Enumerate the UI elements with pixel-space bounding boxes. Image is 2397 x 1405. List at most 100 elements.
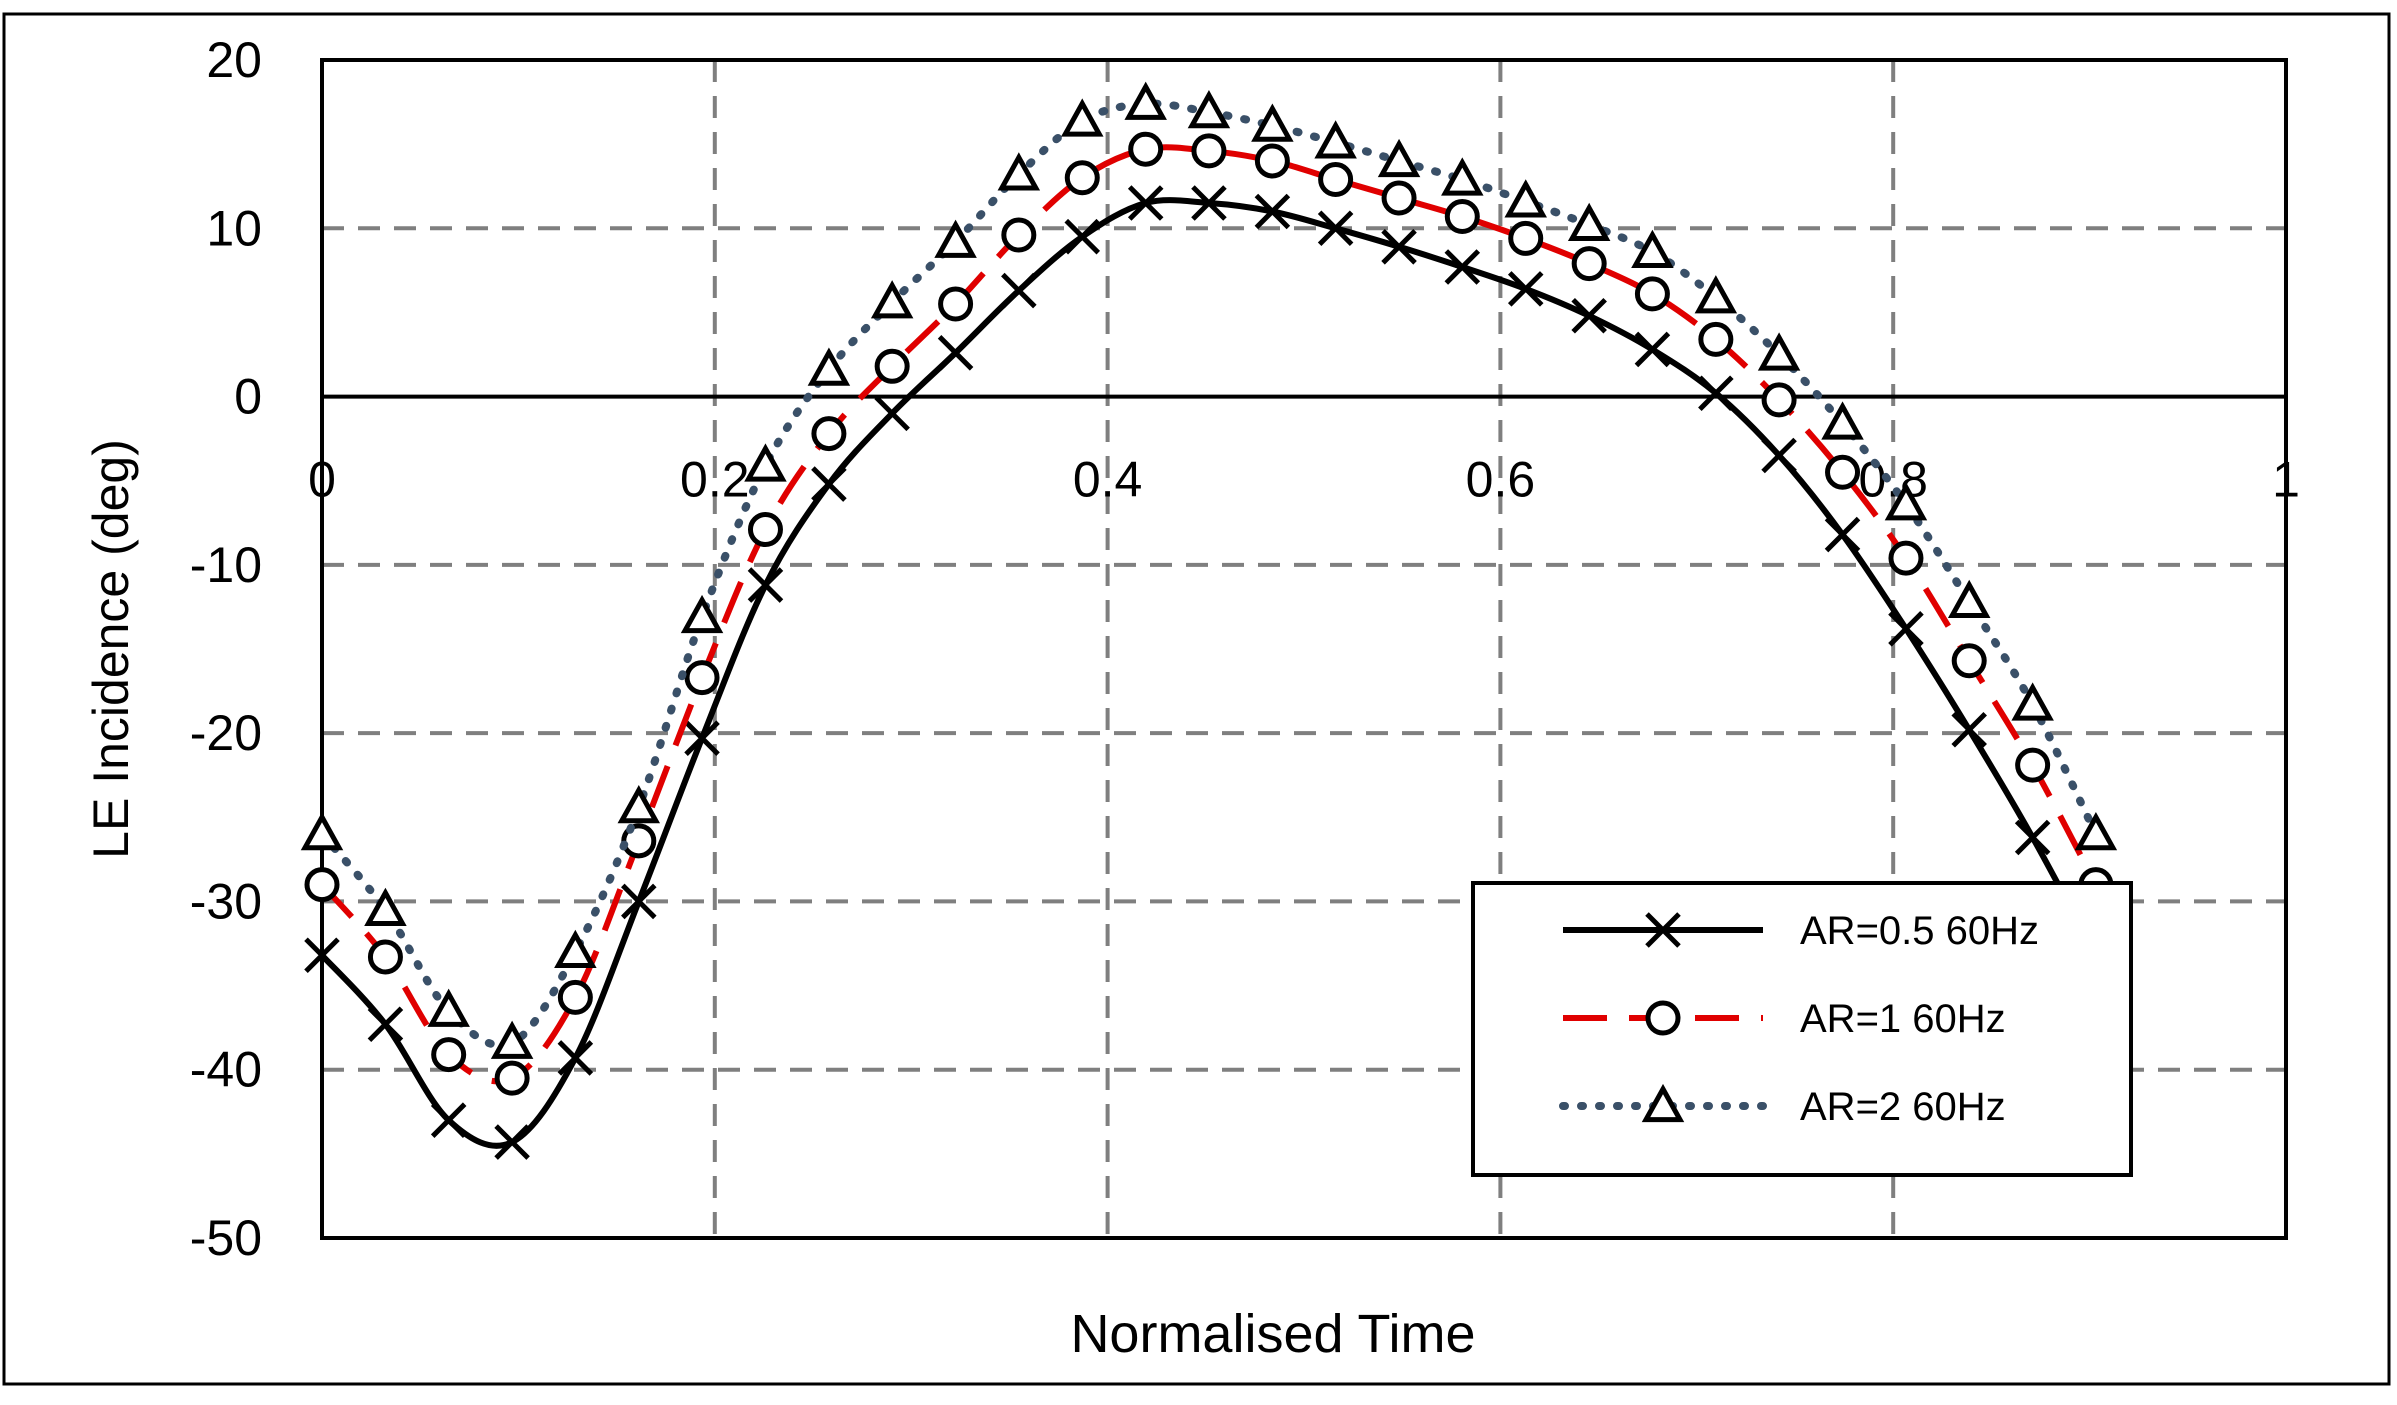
data-point bbox=[747, 512, 783, 548]
legend-marker bbox=[1645, 1000, 1681, 1036]
series-1 bbox=[304, 185, 2114, 1160]
data-point bbox=[874, 395, 910, 432]
data-point bbox=[1884, 482, 1928, 521]
data-point bbox=[1571, 246, 1607, 282]
data-point bbox=[1634, 331, 1671, 368]
data-point bbox=[807, 347, 851, 386]
legend-entry-1: AR=0.5 60Hz bbox=[1563, 909, 2039, 953]
data-point bbox=[1507, 271, 1544, 307]
data-point bbox=[304, 937, 340, 974]
data-point bbox=[1571, 298, 1607, 334]
x-tick-label: 0 bbox=[308, 452, 336, 508]
legend: AR=0.5 60Hz AR=1 60Hz AR=2 60Hz bbox=[1471, 881, 2133, 1177]
data-point bbox=[811, 466, 847, 502]
marker-stroke bbox=[2014, 819, 2051, 856]
marker-stroke bbox=[1381, 229, 1417, 265]
data-point bbox=[431, 1037, 467, 1073]
data-point bbox=[1821, 401, 1864, 440]
marker-stroke bbox=[1001, 272, 1037, 309]
data-point bbox=[1187, 90, 1231, 129]
y-tick-label: -10 bbox=[190, 537, 262, 593]
data-point bbox=[680, 594, 724, 634]
marker-stroke bbox=[621, 883, 657, 920]
x-tick-label: 0.6 bbox=[1466, 452, 1536, 508]
marker-stroke bbox=[1444, 249, 1481, 285]
data-point bbox=[1001, 272, 1037, 309]
marker-stroke bbox=[1645, 912, 1681, 948]
data-point bbox=[554, 929, 597, 969]
data-point bbox=[937, 335, 974, 371]
data-point bbox=[1444, 249, 1481, 285]
marker-stroke bbox=[430, 1102, 467, 1138]
data-point bbox=[934, 219, 977, 258]
data-point bbox=[2014, 819, 2051, 856]
data-point bbox=[1441, 157, 1484, 196]
series bbox=[300, 81, 2118, 1160]
data-point bbox=[1254, 143, 1290, 179]
marker-stroke bbox=[494, 1124, 530, 1160]
data-point bbox=[1377, 138, 1421, 178]
data-point bbox=[621, 883, 657, 920]
data-point bbox=[1567, 202, 1611, 242]
data-point bbox=[1317, 210, 1354, 247]
series-2 bbox=[304, 131, 2114, 1096]
data-point bbox=[1128, 131, 1164, 167]
data-point bbox=[1761, 437, 1797, 474]
data-point bbox=[304, 867, 340, 903]
data-point bbox=[2015, 747, 2051, 783]
legend-label: AR=2 60Hz bbox=[1800, 1085, 2006, 1129]
data-point bbox=[1191, 185, 1227, 221]
marker-stroke bbox=[557, 1040, 594, 1076]
data-point bbox=[1698, 321, 1734, 357]
data-point bbox=[1061, 98, 1104, 137]
data-point bbox=[1001, 217, 1037, 253]
data-point bbox=[1824, 516, 1861, 553]
data-point bbox=[2011, 682, 2054, 721]
series-line bbox=[319, 144, 2099, 1085]
legend-label: AR=0.5 60Hz bbox=[1800, 909, 2039, 953]
y-tick-label: -30 bbox=[190, 873, 262, 929]
data-point bbox=[744, 443, 787, 482]
data-point bbox=[367, 1006, 404, 1043]
series-3 bbox=[300, 81, 2118, 1059]
data-point bbox=[684, 720, 720, 756]
data-point bbox=[490, 1020, 534, 1059]
marker-stroke bbox=[874, 395, 910, 432]
marker-stroke bbox=[1571, 298, 1607, 334]
marker-stroke bbox=[1824, 516, 1861, 553]
x-tick-label: 0.4 bbox=[1073, 452, 1143, 508]
marker-stroke bbox=[1761, 437, 1797, 474]
marker-stroke bbox=[747, 567, 784, 603]
marker-stroke bbox=[1191, 185, 1227, 221]
data-point bbox=[1314, 120, 1357, 159]
data-point bbox=[1947, 579, 1991, 618]
data-point bbox=[2074, 811, 2118, 851]
data-point bbox=[1888, 611, 1924, 647]
marker-stroke bbox=[367, 1006, 404, 1043]
data-point bbox=[1631, 229, 1674, 268]
data-point bbox=[874, 348, 910, 384]
x-axis-label: Normalised Time bbox=[1070, 1304, 1475, 1364]
data-point bbox=[494, 1124, 530, 1160]
marker-stroke bbox=[1888, 611, 1924, 647]
data-point bbox=[494, 1060, 530, 1096]
legend-entry-3: AR=2 60Hz bbox=[1559, 1083, 2006, 1129]
x-tick-label: 1 bbox=[2272, 452, 2300, 508]
data-point bbox=[684, 660, 720, 696]
legend-label: AR=1 60Hz bbox=[1800, 997, 2006, 1041]
x-tick-label: 0.2 bbox=[680, 452, 750, 508]
marker-stroke bbox=[1634, 331, 1671, 368]
data-point bbox=[1381, 180, 1417, 216]
plot-area-border bbox=[320, 58, 2288, 1240]
data-point bbox=[870, 280, 914, 319]
legend-marker bbox=[1645, 912, 1681, 948]
data-point bbox=[1381, 229, 1417, 265]
marker-stroke bbox=[811, 466, 847, 502]
data-point bbox=[1064, 160, 1100, 196]
legend-entry-2: AR=1 60Hz bbox=[1563, 997, 2006, 1041]
marker-stroke bbox=[1127, 185, 1164, 221]
marker-stroke bbox=[684, 720, 720, 756]
data-point bbox=[1951, 712, 1987, 748]
